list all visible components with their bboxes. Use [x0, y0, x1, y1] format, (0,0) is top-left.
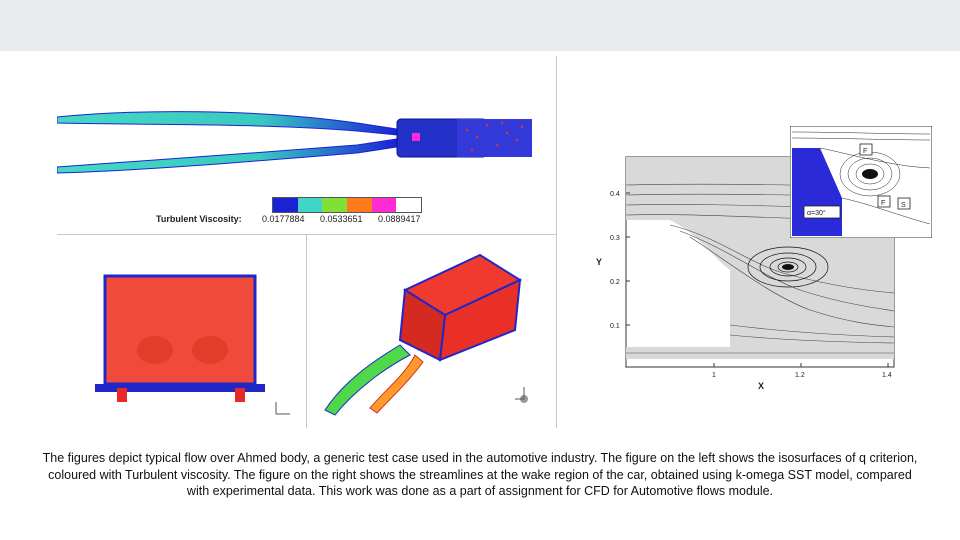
iso-body-side — [398, 288, 447, 362]
y-axis-title: Y — [596, 257, 602, 267]
y-ticks — [626, 192, 630, 326]
vortex-core — [747, 246, 829, 288]
turbulent-viscosity-legend — [272, 197, 422, 213]
figure-caption: The figures depict typical flow over Ahm… — [42, 451, 918, 498]
q-criterion-iso-view — [324, 253, 523, 416]
rear-leg-right — [235, 388, 245, 402]
x-tick-label: 1.2 — [795, 372, 805, 379]
legend-swatch — [347, 198, 372, 212]
vertical-divider-middle — [306, 235, 307, 428]
inset-marker-label: F — [881, 200, 885, 207]
top-banner — [0, 0, 960, 51]
inset-marker-label: F — [863, 148, 867, 155]
x-ticks — [713, 363, 889, 367]
legend-tick-2: 0.0533651 — [320, 214, 363, 224]
axis-triad-rear — [275, 402, 290, 415]
inset-marker-label: S — [901, 202, 906, 209]
x-tick-label: 1 — [712, 372, 716, 379]
y-tick-label: 0.1 — [610, 323, 620, 330]
legend-swatch — [322, 198, 348, 212]
q-criterion-rear-view — [95, 274, 265, 402]
legend-swatch — [396, 198, 422, 212]
axis-triad-iso — [515, 387, 528, 403]
car-rear-region — [457, 119, 532, 157]
iso-wake-orange — [369, 354, 424, 414]
x-axis-title: X — [758, 381, 764, 391]
legend-title: Turbulent Viscosity: — [156, 214, 242, 224]
vertical-divider-right — [556, 56, 557, 428]
legend-swatch — [297, 198, 323, 212]
legend-tick-3: 0.0889417 — [378, 214, 421, 224]
iso-wake-green — [324, 344, 411, 416]
y-tick-label: 0.2 — [610, 279, 620, 286]
legend-tick-1: 0.0177884 — [262, 214, 305, 224]
x-tick-label: 1.4 — [882, 372, 892, 379]
legend-swatch — [371, 198, 397, 212]
legend-swatch — [273, 198, 298, 212]
lower-vortex-tube — [57, 138, 398, 174]
rear-leg-left — [117, 388, 127, 402]
y-tick-label: 0.3 — [610, 235, 620, 242]
upper-vortex-tube — [57, 111, 398, 136]
y-tick-label: 0.4 — [610, 191, 620, 198]
inset-angle-label: α=30° — [807, 209, 826, 217]
experimental-inset: F F S α=30° — [790, 126, 932, 238]
rear-body-box — [103, 274, 257, 386]
q-criterion-top-view — [57, 111, 532, 174]
horizontal-divider — [57, 234, 557, 235]
